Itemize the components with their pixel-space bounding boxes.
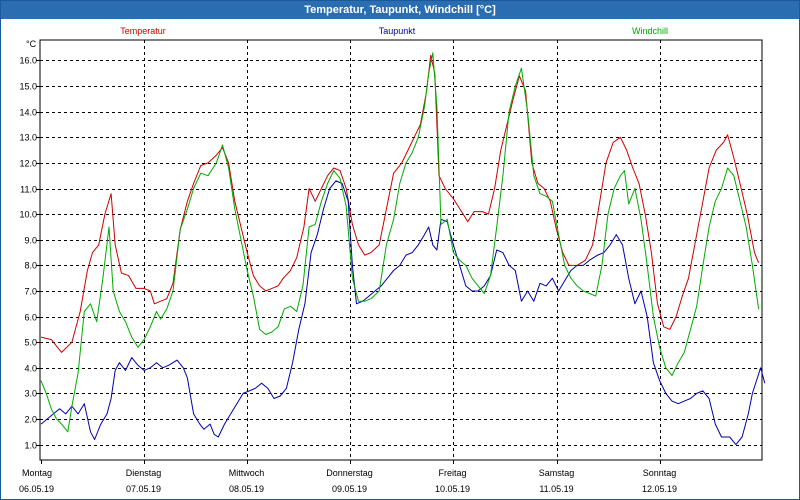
y-tick-label: 10.0 <box>19 210 37 220</box>
y-tick-label: 15.0 <box>19 82 37 92</box>
legend-temperatur: Temperatur <box>120 26 166 36</box>
x-tick-date: 09.05.19 <box>332 484 367 494</box>
y-tick-label: 4.0 <box>24 364 37 374</box>
y-tick-label: 11.0 <box>20 185 37 195</box>
legend-taupunkt: Taupunkt <box>379 26 416 36</box>
y-axis-unit: °C <box>26 39 37 49</box>
y-tick-label: 13.0 <box>19 133 37 143</box>
y-tick-label: 16.0 <box>19 56 37 66</box>
chart-title: Temperatur, Taupunkt, Windchill [°C] <box>1 1 799 19</box>
x-tick-date: 12.05.19 <box>642 484 677 494</box>
y-tick-label: 12.0 <box>19 159 37 169</box>
x-tick-date: 11.05.19 <box>539 484 573 494</box>
x-tick-day: Montag <box>22 468 52 478</box>
y-tick-label: 14.0 <box>19 108 37 118</box>
y-tick-label: 2.0 <box>24 415 37 425</box>
x-tick-day: Freitag <box>438 468 466 478</box>
y-tick-label: 7.0 <box>24 287 37 297</box>
series-line-taupunkt <box>40 180 766 446</box>
plot-area <box>39 39 763 461</box>
x-tick-date: 10.05.19 <box>435 484 470 494</box>
x-tick-day: Donnerstag <box>326 468 373 478</box>
legend-windchill: Windchill <box>632 26 668 36</box>
x-tick-day: Samstag <box>539 468 575 478</box>
series-line-windchill <box>40 52 760 433</box>
x-tick-date: 07.05.19 <box>126 484 161 494</box>
x-tick-date: 08.05.19 <box>229 484 264 494</box>
y-tick-label: 5.0 <box>24 338 37 348</box>
x-tick-day: Mittwoch <box>229 468 265 478</box>
x-tick-day: Sonntag <box>643 468 677 478</box>
y-tick-label: 1.0 <box>24 441 37 451</box>
y-tick-label: 9.0 <box>24 236 37 246</box>
x-tick-day: Dienstag <box>126 468 162 478</box>
y-tick-label: 6.0 <box>24 313 37 323</box>
y-tick-label: 8.0 <box>24 261 37 271</box>
x-tick-date: 06.05.19 <box>19 484 54 494</box>
series-line-temperatur <box>40 54 760 353</box>
y-tick-label: 3.0 <box>24 389 37 399</box>
